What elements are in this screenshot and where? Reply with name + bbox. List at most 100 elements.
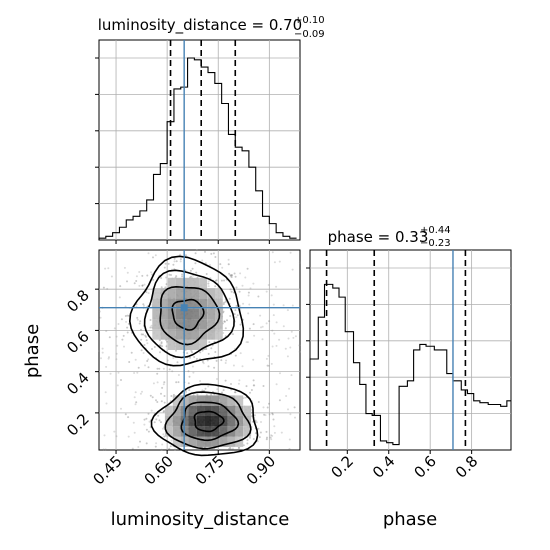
scatter-point [222,303,225,306]
scatter-point [100,357,102,360]
scatter-point [221,391,223,394]
scatter-point [288,438,291,441]
scatter-point [105,330,108,333]
scatter-point [238,379,241,382]
density-cell [183,308,192,320]
x-axis-label-phase: phase [383,509,437,530]
density-cell [188,405,197,416]
density-cell [204,416,212,427]
scatter-point [106,287,109,290]
scatter-point [133,396,136,399]
scatter-point [147,430,150,433]
density-cell [164,426,173,437]
scatter-point [282,325,285,328]
scatter-point [136,371,139,374]
density-cell [188,426,197,437]
scatter-point [215,359,218,362]
scatter-point [288,387,291,390]
scatter-point [113,327,116,330]
joint-y-tick-labels: 0.2 0.4 0.6 0.8 [63,286,93,439]
scatter-point [242,444,245,447]
scatter-point [268,320,271,323]
density-cell [243,405,252,416]
scatter-point [115,358,118,361]
density-cell [199,298,208,309]
scatter-point [263,413,266,416]
scatter-point [234,309,237,312]
scatter-point [156,372,159,375]
scatter-point [225,359,228,362]
density-cell [235,426,244,437]
scatter-point [233,313,236,316]
scatter-point [170,395,173,397]
scatter-point [142,303,145,306]
scatter-point [98,350,101,352]
scatter-point [151,348,153,350]
density-cell [196,395,205,406]
scatter-point [148,420,151,423]
density-cell [175,298,184,309]
scatter-point [147,412,150,415]
joint-x-tick-label: 0.45 [90,452,126,488]
scatter-point [164,262,167,265]
scatter-point [245,341,248,344]
density-cell [196,405,205,416]
scatter-point [118,296,121,299]
scatter-point [169,445,172,448]
scatter-point [135,275,138,278]
phase-x-tick-label: 0.6 [410,452,440,482]
scatter-point [133,372,136,374]
scatter-point [138,284,141,287]
scatter-point [273,425,276,428]
scatter-point [128,361,131,363]
scatter-point [223,279,225,282]
density-cell [160,298,168,309]
scatter-point [269,436,272,439]
ld-histogram-grid [99,40,300,240]
scatter-point [199,380,202,382]
scatter-point [108,356,110,359]
density-cell [183,319,192,330]
scatter-point [115,352,118,355]
scatter-point [242,302,245,305]
scatter-point [247,312,250,315]
scatter-point [216,388,219,391]
scatter-point [249,391,251,394]
scatter-point [275,383,278,386]
scatter-point [271,251,274,254]
density-cell [199,319,208,330]
scatter-point [230,290,233,293]
scatter-point [246,439,249,442]
scatter-point [160,342,163,345]
scatter-point [259,431,262,434]
scatter-point [259,314,262,317]
scatter-point [142,333,145,336]
scatter-point [153,346,156,348]
x-axis-label-luminosity-distance: luminosity_distance [111,509,290,530]
joint-x-tick-labels: 0.45 0.60 0.75 0.90 [90,452,280,488]
scatter-point [257,427,260,430]
scatter-point [140,349,143,352]
scatter-point [227,258,230,261]
scatter-point [130,351,133,354]
scatter-point [272,418,275,421]
scatter-point [101,347,104,350]
density-cell [175,308,184,320]
density-cell [207,308,215,320]
scatter-point [241,284,244,287]
scatter-point [155,418,158,421]
scatter-point [115,435,118,438]
scatter-point [104,448,107,451]
scatter-point [126,314,129,317]
phase-quantile-lines [325,250,467,450]
scatter-point [155,399,157,402]
scatter-point [147,292,150,295]
scatter-point [147,366,150,369]
scatter-point [287,408,289,411]
density-cell [227,395,236,406]
scatter-point [185,391,188,394]
scatter-point [163,395,166,397]
scatter-point [172,357,175,359]
density-cell [211,436,220,447]
scatter-point [126,280,128,283]
